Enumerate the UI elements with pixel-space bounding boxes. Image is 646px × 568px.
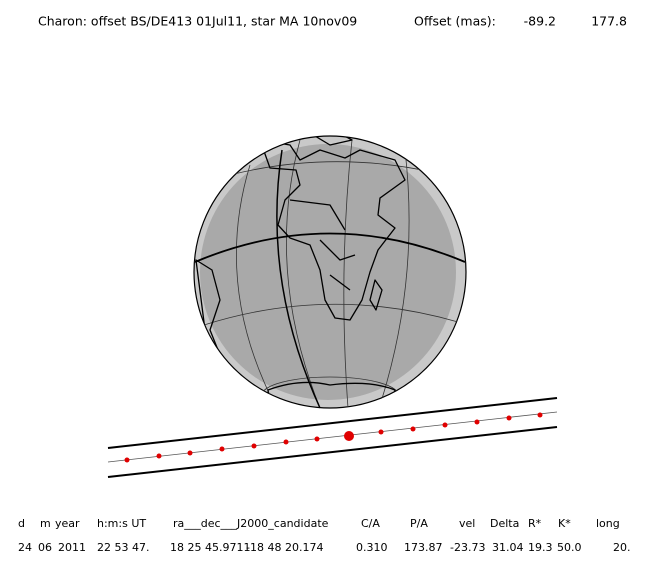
column-header: Delta xyxy=(490,517,519,530)
column-header: ra___dec___J2000_candidate xyxy=(173,517,329,530)
table-cell: 24 xyxy=(18,541,32,554)
time-marker xyxy=(378,429,384,435)
table-cell: 20. xyxy=(613,541,631,554)
table-cell: 0.310 xyxy=(356,541,388,554)
table-cell: 173.87 xyxy=(404,541,443,554)
globe-disk xyxy=(200,144,456,400)
table-cell: 50.0 xyxy=(557,541,582,554)
centerline xyxy=(107,411,558,463)
time-marker xyxy=(537,412,543,418)
column-header: h:m:s UT xyxy=(97,517,146,530)
table-cell: -18 48 20.174 xyxy=(246,541,323,554)
table-cell: 18 25 45.9711 xyxy=(170,541,250,554)
table-cell: 31.04 xyxy=(492,541,524,554)
meridian xyxy=(286,139,321,408)
table-cell: 06 xyxy=(38,541,52,554)
shadow-edge xyxy=(107,426,558,478)
column-header: K* xyxy=(558,517,571,530)
event-table: d m year h:m:s UT ra___dec___J2000_candidate… xyxy=(18,517,631,554)
coastline xyxy=(304,136,353,146)
time-marker xyxy=(251,443,257,449)
time-marker xyxy=(187,450,193,456)
terminator xyxy=(276,149,321,409)
time-marker xyxy=(156,453,162,459)
time-marker xyxy=(506,415,512,421)
table-cell: -23.73 xyxy=(450,541,485,554)
shadow-edge xyxy=(107,397,558,449)
offset-value: 177.8 xyxy=(591,14,627,29)
column-header: long xyxy=(596,517,620,530)
column-header: P/A xyxy=(410,517,428,530)
globe xyxy=(193,135,467,409)
offset-label: Offset (mas): xyxy=(414,14,496,29)
coastline xyxy=(259,139,406,321)
column-header: R* xyxy=(528,517,542,530)
column-header: vel xyxy=(459,517,475,530)
column-header: C/A xyxy=(361,517,380,530)
offset-value: -89.2 xyxy=(524,14,556,29)
meridian xyxy=(343,139,353,408)
coastline xyxy=(369,279,383,311)
table-cell: 2011 xyxy=(58,541,86,554)
map-title: Charon: offset BS/DE413 01Jul11, star MA… xyxy=(38,14,357,29)
latitude-line xyxy=(203,303,459,326)
time-marker xyxy=(219,446,225,452)
border xyxy=(289,199,356,291)
coastline xyxy=(267,381,396,408)
time-marker xyxy=(474,419,480,425)
column-header: d xyxy=(18,517,25,530)
column-header: year xyxy=(55,517,80,530)
meridian xyxy=(236,164,271,396)
column-header: m xyxy=(40,517,51,530)
time-marker xyxy=(314,436,320,442)
meridian xyxy=(379,149,410,406)
table-cell: 19.3 xyxy=(528,541,553,554)
time-marker xyxy=(442,422,448,428)
shadow-limit xyxy=(194,232,466,263)
table-cell: 22 53 47. xyxy=(97,541,149,554)
time-marker xyxy=(283,439,289,445)
time-marker xyxy=(124,457,130,463)
time-marker xyxy=(410,426,416,432)
shadow-path xyxy=(107,397,558,478)
closest-approach-marker xyxy=(344,431,354,441)
